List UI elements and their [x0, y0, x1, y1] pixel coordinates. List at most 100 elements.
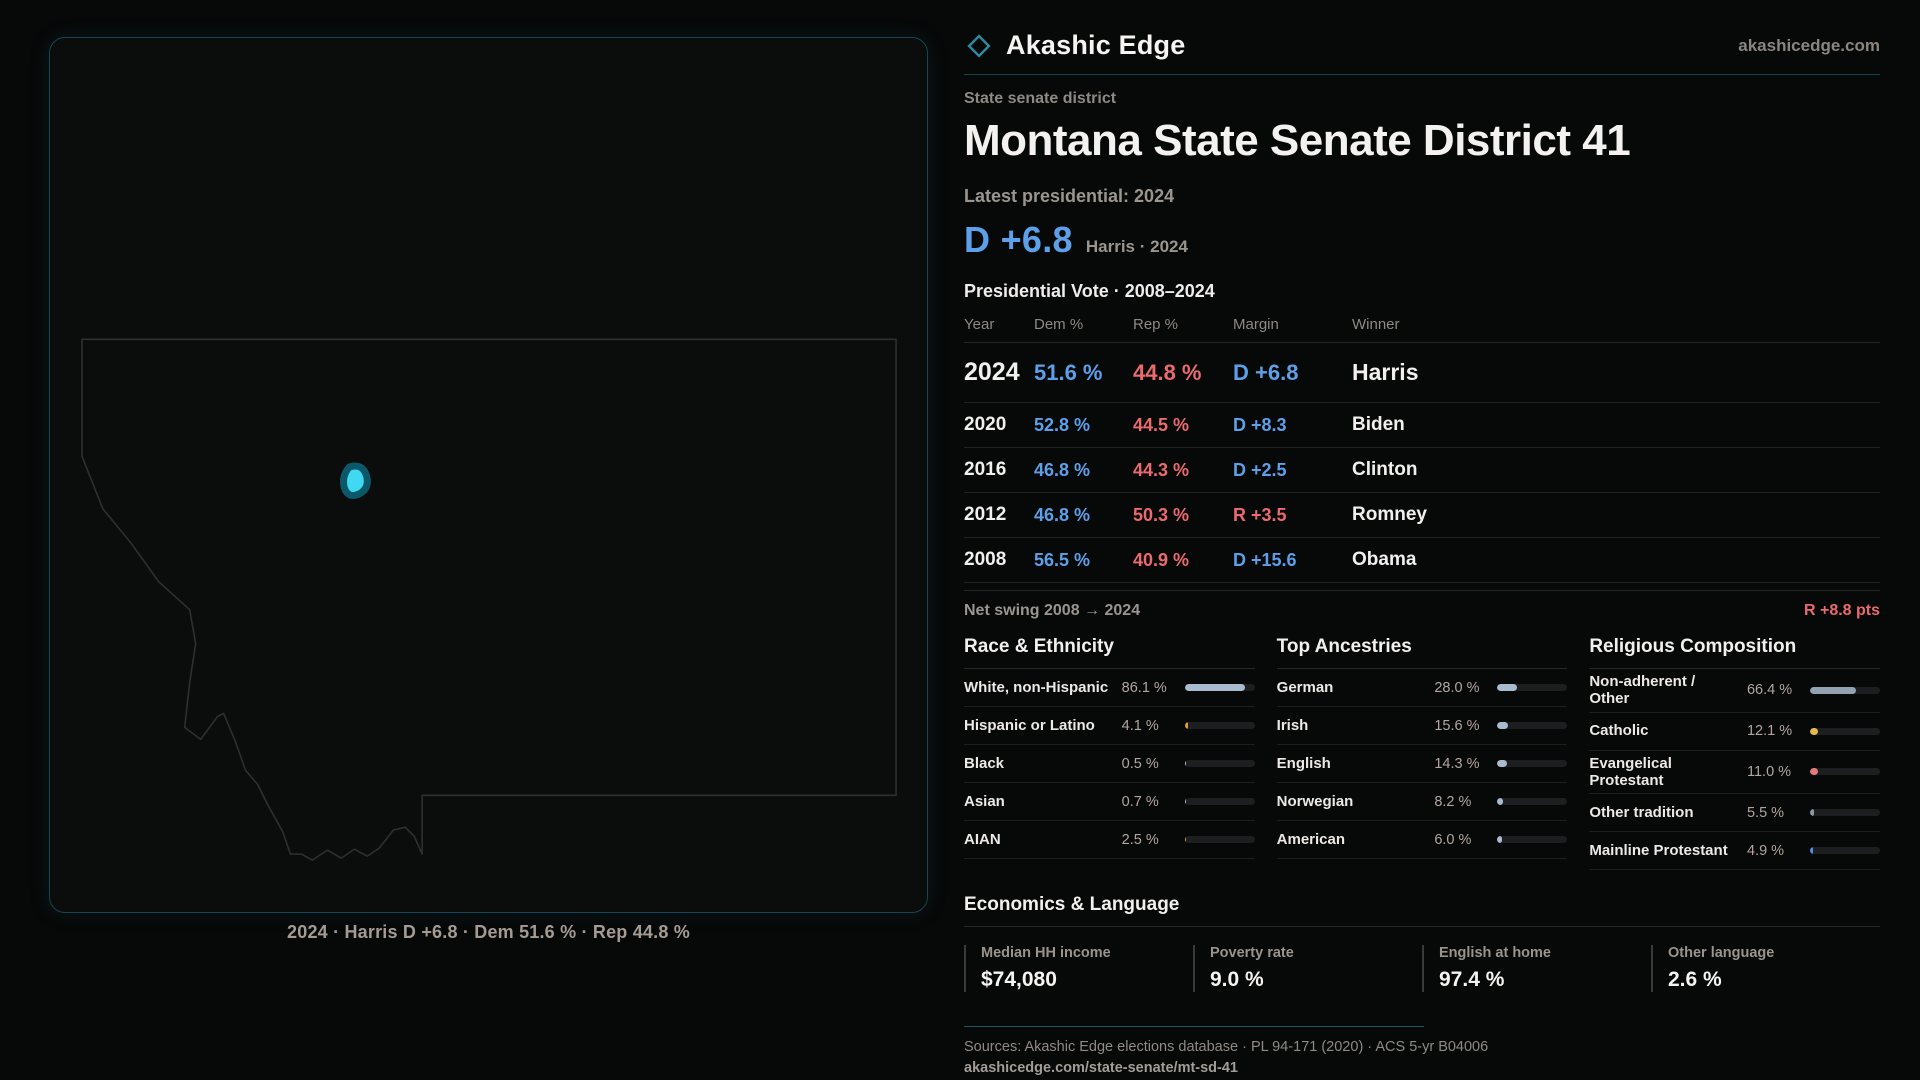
cell-rep: 44.3 % [1133, 459, 1190, 480]
stat-poverty-rate: Poverty rate 9.0 % [1193, 945, 1422, 992]
cell-winner: Harris [1352, 359, 1419, 385]
stat-median-hh-income: Median HH income $74,080 [964, 945, 1193, 992]
footer-permalink[interactable]: akashicedge.com/state-senate/mt-sd-41 [964, 1060, 1238, 1076]
brand-name: Akashic Edge [1006, 30, 1186, 60]
net-swing-value: R +8.8 pts [1803, 602, 1880, 619]
demographics-row: Mainline Protestant 4.9 % [1589, 832, 1880, 870]
demographics-bar-fill [1809, 809, 1814, 816]
cell-dem: 46.8 % [1034, 504, 1091, 525]
brand-site-link[interactable]: akashicedge.com [1738, 35, 1880, 55]
stat-label: Other language [1668, 945, 1775, 961]
stat-label: English at home [1439, 945, 1551, 961]
footer-sources: Sources: Akashic Edge elections database… [964, 1039, 1489, 1055]
headline-margin-context: Harris · 2024 [1085, 237, 1188, 256]
demographics-value: 4.1 % [1121, 717, 1159, 734]
demographics-value: 0.5 % [1121, 755, 1159, 772]
cell-year: 2024 [964, 358, 1020, 386]
demographics-row: English 14.3 % [1276, 745, 1568, 783]
headline-margin-value: D +6.8 [964, 219, 1073, 260]
demographics-label: Norwegian [1276, 792, 1354, 810]
demographics-bar-track [1497, 760, 1568, 767]
demographics-label: Non-adherent / Other [1589, 673, 1696, 708]
economics-title: Economics & Language [964, 894, 1880, 927]
net-swing-row: Net swing 2008 → 2024 R +8.8 pts [964, 590, 1880, 620]
cell-dem: 56.5 % [1034, 549, 1091, 570]
latest-presidential-label: Latest presidential: 2024 [964, 186, 1175, 206]
demographics-row: Asian 0.7 % [964, 783, 1255, 821]
demographics-row: Other tradition 5.5 % [1589, 794, 1880, 832]
cell-dem: 52.8 % [1034, 414, 1091, 435]
col-dem: Dem % [1034, 316, 1084, 333]
cell-year: 2016 [964, 459, 1007, 480]
net-swing-label: Net swing 2008 → 2024 [964, 602, 1141, 619]
demographics-value: 28.0 % [1434, 679, 1480, 696]
col-year: Year [964, 316, 995, 333]
stat-other-language: Other language 2.6 % [1651, 945, 1880, 992]
cell-margin: D +8.3 [1233, 414, 1287, 435]
montana-outline-shape [81, 338, 897, 861]
demographics-bar-track [1497, 798, 1568, 805]
vote-table-row: 2016 46.8 % 44.3 % D +2.5 Clinton [964, 448, 1880, 493]
page-title: Montana State Senate District 41 [964, 116, 1631, 165]
demographics-row: Non-adherent / Other 66.4 % [1589, 669, 1880, 713]
vote-table-header: Year Dem % Rep % Margin Winner [964, 316, 1880, 343]
demographics-section-title: Top Ancestries [1276, 636, 1568, 669]
demographics-column: Religious Composition Non-adherent / Othe… [1589, 636, 1880, 870]
demographics-label: Black [964, 754, 1005, 772]
demographics-label: Asian [964, 792, 1005, 810]
district-41-marker[interactable] [340, 462, 371, 499]
stat-value: 2.6 % [1668, 968, 1722, 991]
stat-value: $74,080 [981, 968, 1057, 991]
stat-label: Median HH income [981, 945, 1111, 961]
stat-value: 97.4 % [1439, 968, 1505, 991]
demographics-label: Other tradition [1589, 803, 1694, 821]
map-caption: 2024 · Harris D +6.8 · Dem 51.6 % · Rep … [287, 922, 690, 942]
demographics-value: 11.0 % [1746, 763, 1792, 780]
demographics-grid: Race & Ethnicity White, non-Hispanic 86.1 … [964, 636, 1880, 870]
demographics-bar-track [1497, 722, 1568, 729]
demographics-bar-fill [1809, 727, 1819, 735]
demographics-bar-track [1184, 798, 1255, 805]
district-map-panel [49, 37, 928, 913]
demographics-row: Black 0.5 % [964, 745, 1255, 783]
cell-winner: Clinton [1352, 459, 1418, 480]
vote-table-row: 2024 51.6 % 44.8 % D +6.8 Harris [964, 343, 1880, 403]
demographics-bar-track [1184, 760, 1255, 767]
demographics-bar-track [1497, 684, 1568, 691]
cell-winner: Obama [1352, 549, 1417, 570]
cell-year: 2020 [964, 414, 1007, 435]
demographics-value: 6.0 % [1434, 831, 1472, 848]
demographics-row: Evangelical Protestant 11.0 % [1589, 751, 1880, 794]
vote-table-row: 2008 56.5 % 40.9 % D +15.6 Obama [964, 538, 1880, 583]
cell-rep: 50.3 % [1133, 504, 1190, 525]
demographics-label: White, non-Hispanic [964, 678, 1109, 696]
demographics-label: English [1276, 754, 1331, 772]
demographics-value: 66.4 % [1746, 682, 1793, 699]
stat-value: 9.0 % [1210, 968, 1264, 991]
demographics-value: 4.9 % [1746, 842, 1785, 859]
cell-year: 2008 [964, 549, 1007, 570]
demographics-row: Norwegian 8.2 % [1276, 783, 1568, 821]
demographics-value: 12.1 % [1746, 723, 1793, 739]
demographics-label: German [1276, 678, 1334, 696]
demographics-label: AIAN [964, 830, 1001, 848]
demographics-bar-track [1809, 727, 1880, 735]
kicker-label: State senate district [964, 90, 1117, 107]
demographics-section-title: Religious Composition [1589, 636, 1880, 669]
vote-table-row: 2012 46.8 % 50.3 % R +3.5 Romney [964, 493, 1880, 538]
demographics-bar-fill [1497, 760, 1508, 767]
demographics-bar-track [1184, 684, 1255, 691]
header-divider [964, 74, 1880, 75]
cell-year: 2012 [964, 504, 1007, 525]
cell-rep: 44.5 % [1133, 414, 1190, 435]
demographics-bar-fill [1809, 768, 1818, 776]
demographics-bar-fill [1184, 836, 1187, 843]
demographics-row: Hispanic or Latino 4.1 % [964, 707, 1255, 745]
demographics-value: 0.7 % [1121, 793, 1159, 810]
demographics-bar-track [1809, 809, 1880, 816]
cell-dem: 51.6 % [1034, 359, 1103, 385]
demographics-bar-fill [1497, 722, 1509, 729]
demographics-value: 2.5 % [1121, 831, 1159, 848]
demographics-label: Hispanic or Latino [964, 716, 1095, 734]
demographics-label: Evangelical Protestant [1589, 754, 1672, 789]
